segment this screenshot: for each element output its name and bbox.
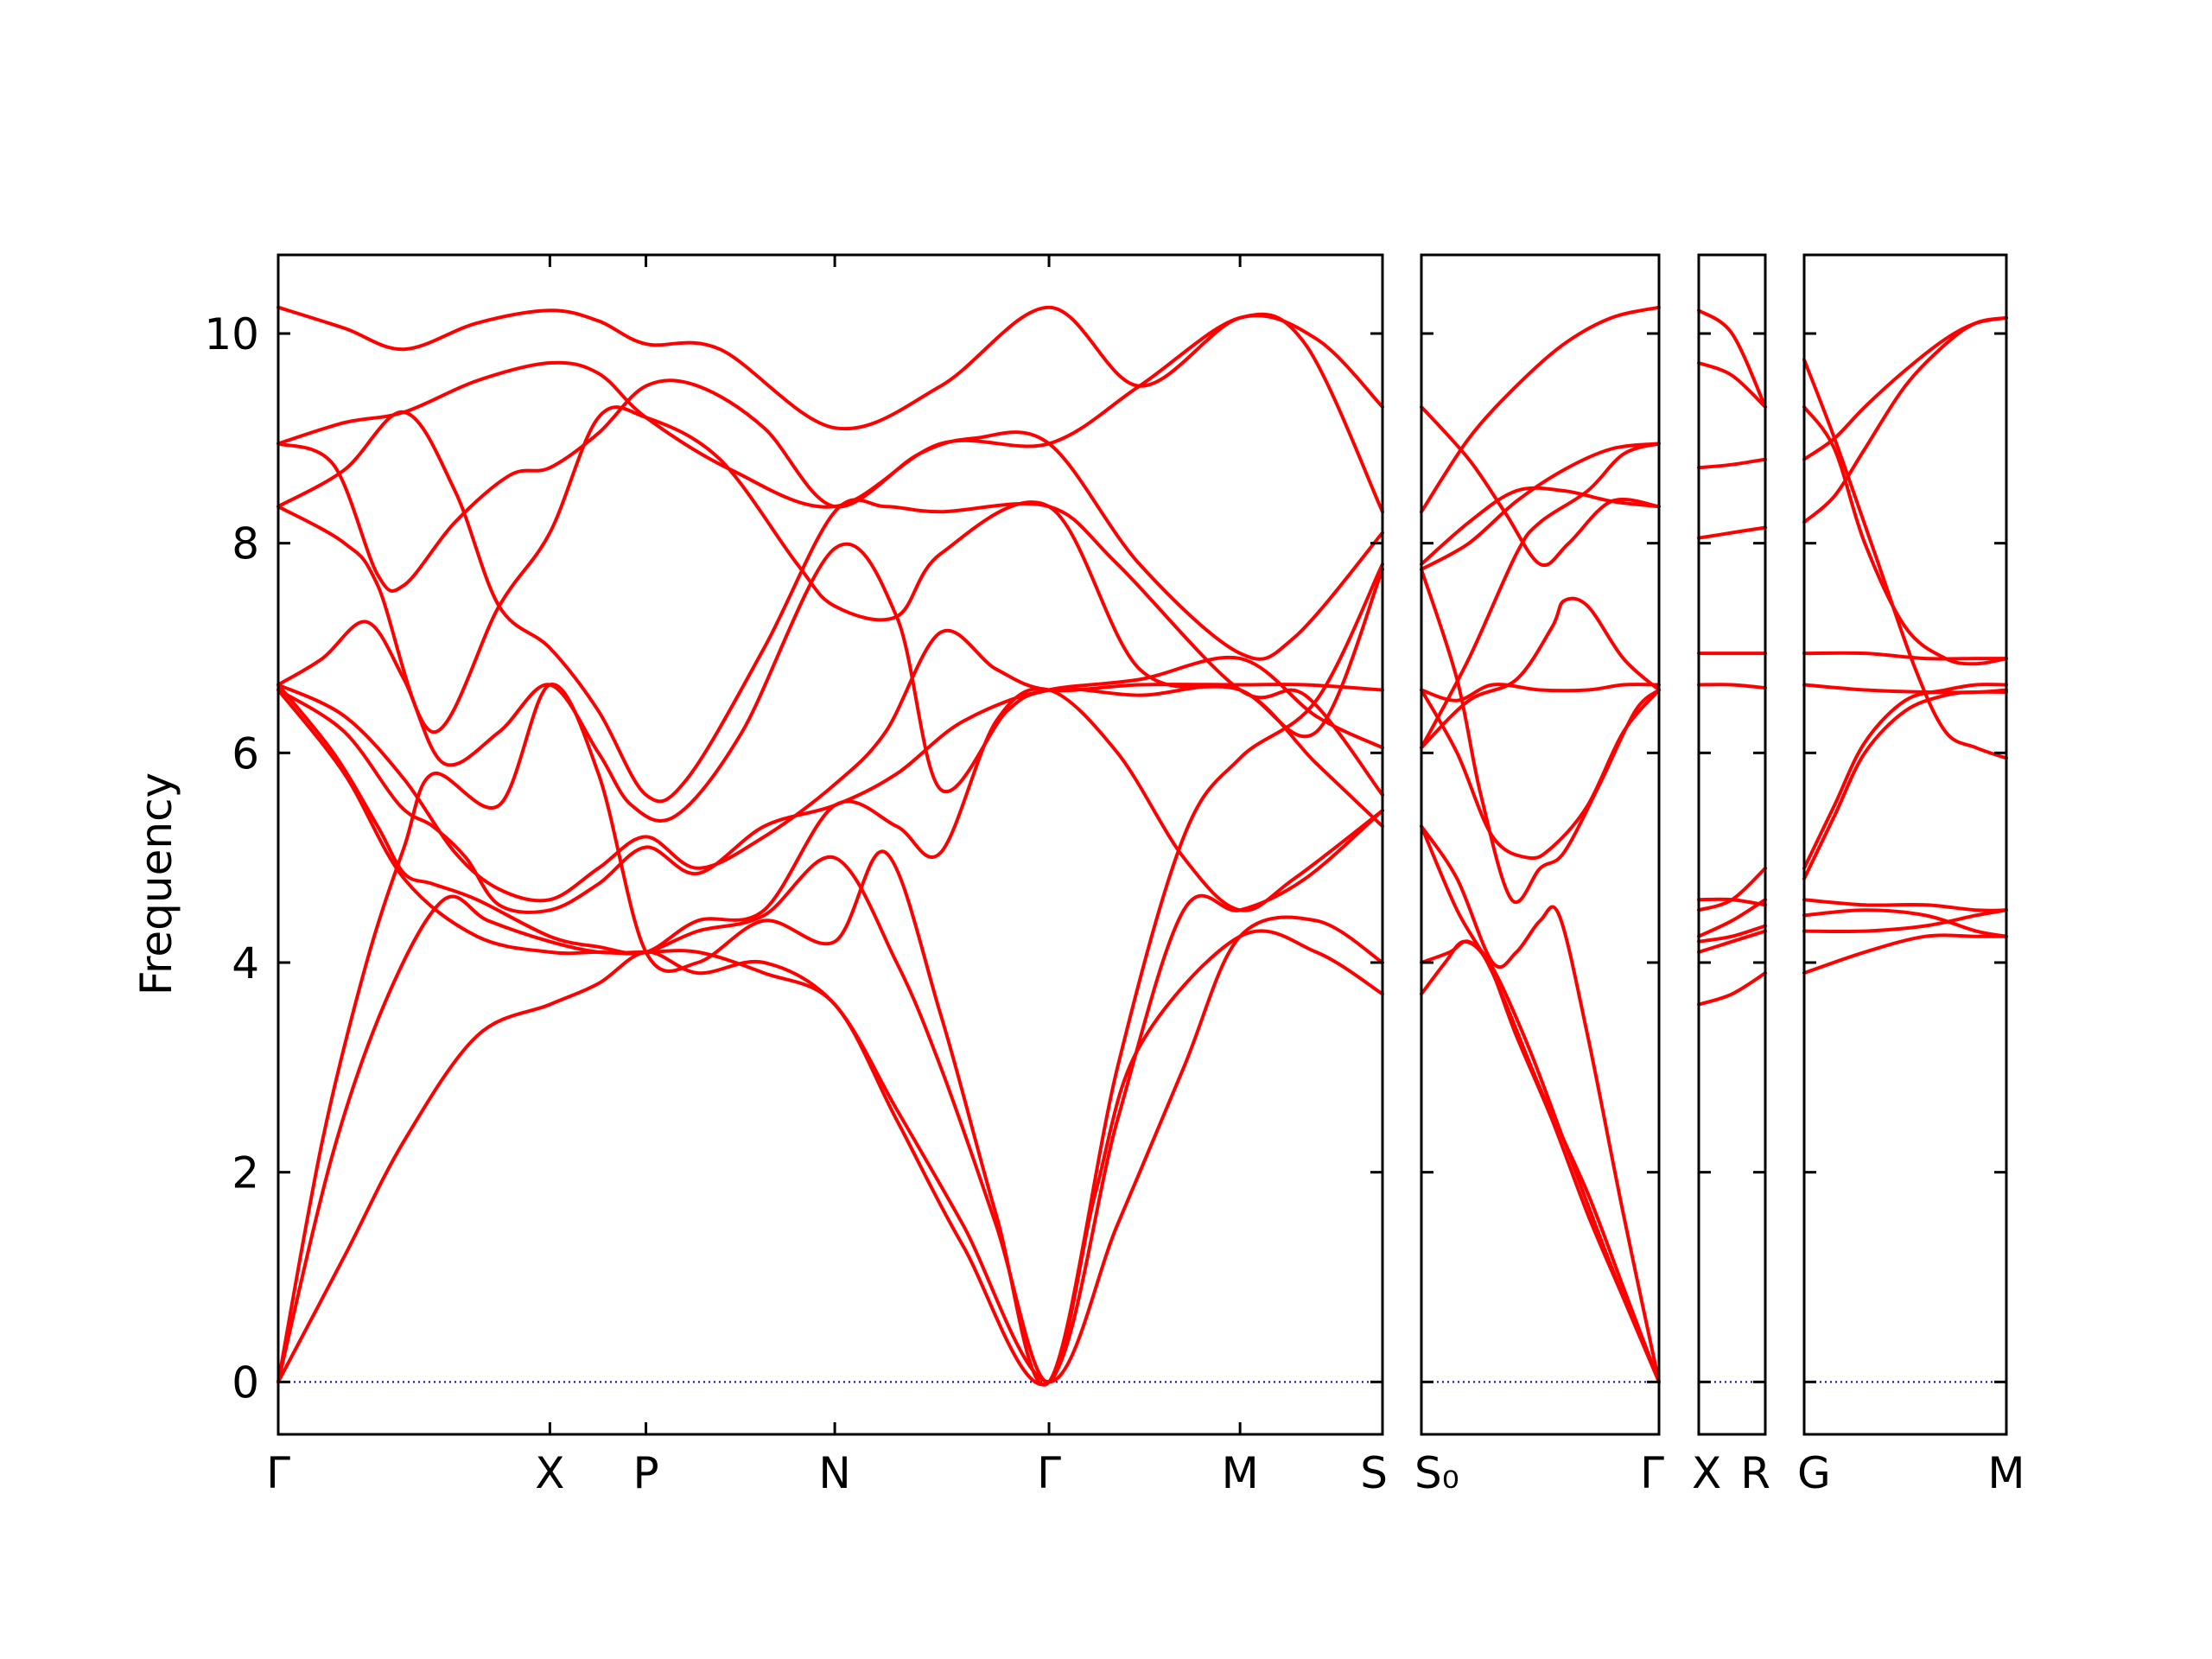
band-line xyxy=(1420,596,1661,750)
band-line xyxy=(1802,315,2008,524)
x-tick-label: S xyxy=(1360,1448,1388,1498)
panel-frame xyxy=(276,253,1384,1436)
y-tick-label: 2 xyxy=(232,1148,259,1198)
band-line xyxy=(1697,361,1767,409)
x-tick-labels: Γ X P N Γ M S S₀ Γ X R G M xyxy=(266,1448,2025,1498)
band-line xyxy=(1420,442,1661,571)
band-line xyxy=(1697,929,1767,954)
band-line xyxy=(276,312,1384,514)
band-line xyxy=(1802,908,2008,938)
x-tick-label: N xyxy=(818,1448,850,1498)
x-tick-label: G xyxy=(1797,1448,1831,1498)
band-line xyxy=(276,683,1384,956)
panel-3 xyxy=(1697,253,1767,1436)
panels-layer xyxy=(276,253,2008,1436)
panel-frame xyxy=(1420,253,1661,1436)
y-tick-label: 4 xyxy=(232,938,259,988)
band-line xyxy=(1697,898,1767,938)
band-line xyxy=(1802,690,2008,880)
y-tick-label: 8 xyxy=(232,519,259,569)
band-line xyxy=(1420,939,1661,1384)
band-line xyxy=(1802,908,2008,934)
band-line xyxy=(276,683,1384,914)
x-tick-label: Γ xyxy=(1037,1448,1061,1498)
y-tick-label: 10 xyxy=(204,309,259,359)
band-line xyxy=(276,628,1384,903)
band-line xyxy=(1420,442,1661,750)
band-line xyxy=(1420,683,1661,702)
band-line xyxy=(1420,688,1661,861)
band-line xyxy=(1420,939,1661,1384)
y-tick-label: 6 xyxy=(232,728,259,779)
band-line xyxy=(276,562,1384,1387)
x-tick-label: M xyxy=(1222,1448,1259,1498)
band-line xyxy=(1802,898,2008,912)
panel-4 xyxy=(1802,253,2008,1436)
panel-1 xyxy=(276,253,1384,1436)
band-line xyxy=(1697,866,1767,912)
x-tick-label: R xyxy=(1740,1448,1770,1498)
band-line xyxy=(1802,683,2008,870)
band-line xyxy=(276,405,1384,739)
band-line xyxy=(1697,308,1767,409)
band-line xyxy=(1697,457,1767,470)
band-line xyxy=(276,410,1384,804)
band-line xyxy=(1420,568,1661,904)
band-line xyxy=(1697,924,1767,944)
x-tick-label: P xyxy=(632,1448,658,1498)
x-tick-label: X xyxy=(535,1448,564,1498)
x-tick-label: S₀ xyxy=(1414,1448,1459,1498)
panel-frame xyxy=(1802,253,2008,1436)
x-tick-label: Γ xyxy=(266,1448,290,1498)
band-line xyxy=(276,542,1384,823)
band-line xyxy=(1697,525,1767,540)
band-line xyxy=(1802,404,2008,666)
y-axis-title: Frequency xyxy=(131,772,181,995)
band-line xyxy=(276,378,1384,661)
x-tick-label: M xyxy=(1987,1448,2024,1498)
panel-2 xyxy=(1420,253,1661,1436)
panel-frame xyxy=(1697,253,1767,1436)
band-line xyxy=(1420,824,1661,1384)
band-line xyxy=(1697,683,1767,690)
band-line xyxy=(276,915,1384,1384)
band-line xyxy=(1802,358,2008,760)
y-tick-labels: 0 2 4 6 8 10 xyxy=(204,309,259,1408)
x-tick-label: Γ xyxy=(1640,1448,1664,1498)
x-tick-label: X xyxy=(1692,1448,1721,1498)
band-line xyxy=(1802,651,2008,661)
band-line xyxy=(276,688,1384,1384)
band-line xyxy=(276,305,1384,431)
y-tick-label: 0 xyxy=(232,1357,259,1408)
band-line xyxy=(1802,933,2008,976)
band-line xyxy=(1420,305,1661,514)
band-line xyxy=(1697,971,1767,1007)
